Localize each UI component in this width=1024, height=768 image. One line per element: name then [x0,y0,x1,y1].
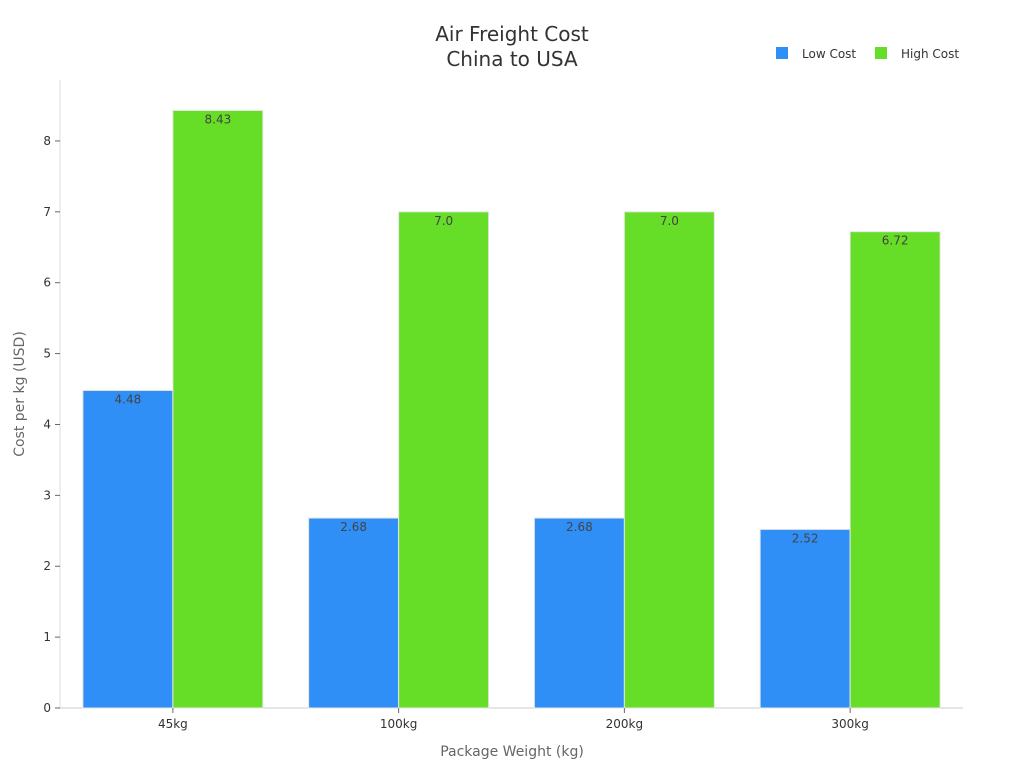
bar-low-cost [82,389,174,709]
bar-value-label: 2.52 [792,531,819,545]
chart-legend: Low Cost High Cost [776,47,959,61]
bar-low-cost [308,517,400,709]
y-tick-label: 5 [43,347,51,361]
y-tick-label: 1 [43,630,51,644]
bars-group [82,109,941,709]
y-tick-label: 4 [43,417,51,431]
bar-value-label: 2.68 [566,520,593,534]
y-tick-label: 0 [43,701,51,715]
legend-swatch [776,47,788,59]
x-tick-label: 200kg [606,717,643,731]
chart-title-line-2: China to USA [446,47,578,71]
data-labels-group: 4.48 8.43 2.68 7.0 2.68 7.0 2.52 6.72 [115,112,909,545]
y-axis-title: Cost per kg (USD) [12,331,28,457]
bar-value-label: 6.72 [882,234,909,248]
bar-value-label: 2.68 [340,520,367,534]
x-tick-label: 300kg [831,717,868,731]
x-tick-label: 45kg [158,717,188,731]
y-tick-label: 8 [43,134,51,148]
bar-value-label: 4.48 [115,392,142,406]
bar-low-cost [759,528,851,709]
bar-value-label: 8.43 [205,112,232,126]
bar-high-cost [849,231,941,709]
y-tick-label: 2 [43,559,51,573]
y-axis-ticks: 0 1 2 3 4 5 6 7 8 [43,134,60,715]
x-axis-title: Package Weight (kg) [440,744,584,760]
x-axis-ticks: 45kg 100kg 200kg 300kg [158,708,869,731]
legend-swatch [875,47,887,59]
x-tick-label: 100kg [380,717,417,731]
bar-high-cost [623,211,715,709]
y-tick-label: 6 [43,276,51,290]
chart-title-line-1: Air Freight Cost [435,22,589,46]
bar-value-label: 7.0 [434,214,453,228]
y-tick-label: 7 [43,205,51,219]
legend-label: Low Cost [802,47,856,61]
y-tick-label: 3 [43,488,51,502]
bar-high-cost [398,211,490,709]
legend-label: High Cost [901,47,959,61]
bar-value-label: 7.0 [660,214,679,228]
bar-low-cost [533,517,625,709]
bar-high-cost [172,109,264,709]
